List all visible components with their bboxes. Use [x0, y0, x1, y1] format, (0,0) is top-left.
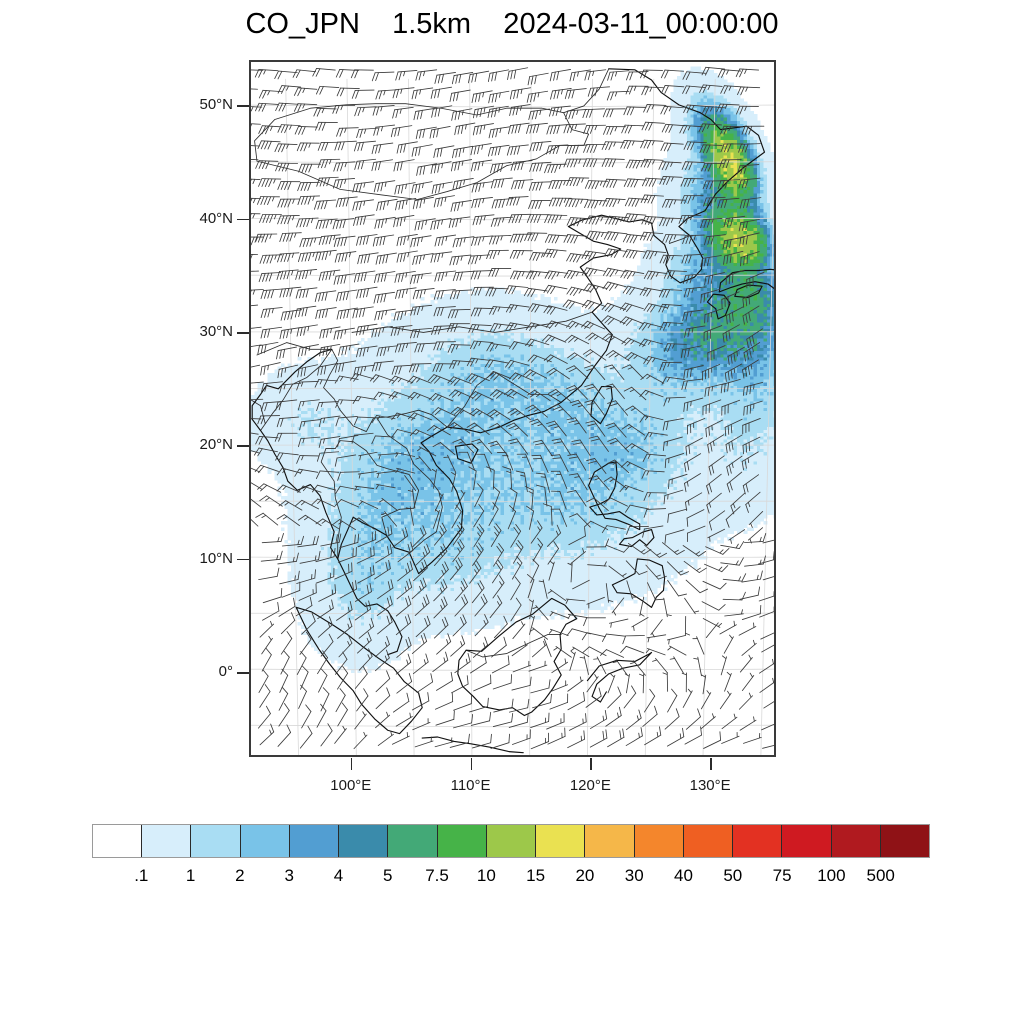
colorbar-tick-4: 4 — [334, 866, 343, 886]
colorbar-segment-15[interactable] — [831, 825, 881, 857]
colorbar-segment-5[interactable] — [339, 825, 389, 857]
colorbar-tick-10: 30 — [625, 866, 644, 886]
colorbar-tick-6: 7.5 — [425, 866, 449, 886]
colorbar-segment-11[interactable] — [634, 825, 684, 857]
y-tick-label-3: 20°N — [171, 436, 233, 453]
colorbar-tick-5: 5 — [383, 866, 392, 886]
y-tick-label-1: 40°N — [171, 210, 233, 227]
y-tick-label-0: 50°N — [171, 96, 233, 113]
x-tick-label-3: 130°E — [665, 777, 755, 794]
x-tick-label-1: 110°E — [426, 777, 516, 794]
colorbar-tick-2: 2 — [235, 866, 244, 886]
colorbar-tick-12: 50 — [723, 866, 742, 886]
y-tick-mark-1 — [237, 218, 249, 221]
colorbar-tick-9: 20 — [575, 866, 594, 886]
colorbar-segment-4[interactable] — [289, 825, 340, 857]
y-tick-mark-3 — [237, 445, 249, 447]
map-rendering — [251, 66, 774, 755]
y-tick-mark-0 — [237, 105, 249, 107]
x-tick-mark-1 — [470, 758, 473, 770]
map-plot-area[interactable] — [249, 60, 776, 757]
colorbar-tick-14: 100 — [817, 866, 845, 886]
colorbar-segment-2[interactable] — [191, 825, 241, 857]
colorbar-segment-7[interactable] — [437, 825, 487, 857]
colorbar-tick-13: 75 — [773, 866, 792, 886]
colorbar-tick-1: 1 — [186, 866, 195, 886]
colorbar-tick-3: 3 — [284, 866, 293, 886]
colorbar-segment-3[interactable] — [240, 825, 290, 857]
colorbar-segment-8[interactable] — [486, 825, 537, 857]
colorbar-tick-labels: .1 1 2 3 4 5 7.5 10 15 20 30 40 50 75 100 500 — [0, 866, 1024, 892]
y-tick-label-4: 10°N — [171, 550, 233, 567]
x-tick-mark-3 — [710, 758, 712, 770]
colorbar-segment-6[interactable] — [388, 825, 438, 857]
colorbar-segment-10[interactable] — [585, 825, 635, 857]
colorbar-segment-13[interactable] — [733, 825, 783, 857]
colorbar-segment-12[interactable] — [683, 825, 734, 857]
colorbar-tick-8: 15 — [526, 866, 545, 886]
colorbar-segment-1[interactable] — [142, 825, 192, 857]
colorbar-segment-14[interactable] — [782, 825, 832, 857]
colorbar[interactable] — [92, 824, 930, 858]
colorbar-tick-15: 500 — [867, 866, 895, 886]
y-tick-mark-2 — [237, 332, 249, 334]
colorbar-segment-16[interactable] — [880, 825, 929, 857]
y-tick-mark-5 — [237, 672, 249, 674]
y-tick-label-2: 30°N — [171, 323, 233, 340]
x-tick-label-0: 100°E — [306, 777, 396, 794]
colorbar-tick-7: 10 — [477, 866, 496, 886]
co-concentration-field — [251, 66, 774, 673]
colorbar-segment-0[interactable] — [93, 825, 143, 857]
colorbar-tick-11: 40 — [674, 866, 693, 886]
x-tick-mark-0 — [350, 758, 353, 770]
colorbar-segment-9[interactable] — [536, 825, 586, 857]
y-tick-mark-4 — [237, 558, 249, 561]
x-tick-label-2: 120°E — [545, 777, 635, 794]
plot-title: CO_JPN 1.5km 2024-03-11_00:00:00 — [0, 5, 1024, 43]
wind-barbs — [251, 66, 774, 750]
x-tick-mark-2 — [590, 758, 592, 770]
colorbar-tick-0: .1 — [134, 866, 148, 886]
y-tick-label-5: 0° — [171, 663, 233, 680]
